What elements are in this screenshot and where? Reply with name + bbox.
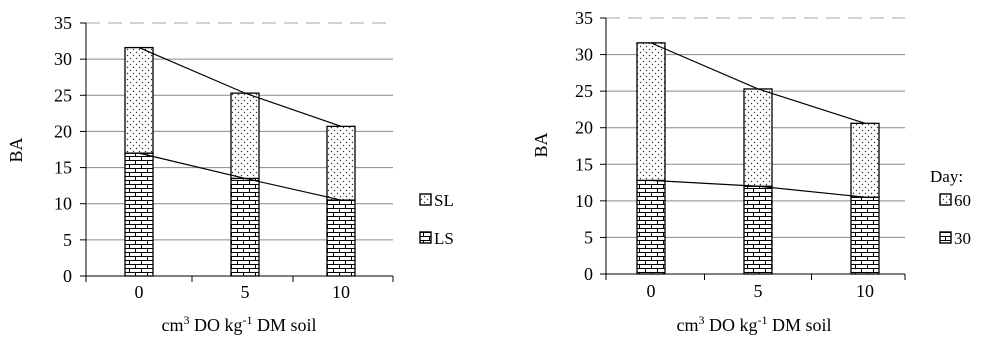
bar-segment-30 (636, 179, 666, 275)
bar-segment-30 (743, 185, 773, 275)
y-tick-label: 35 (54, 13, 72, 33)
bar-segment-30 (850, 196, 880, 275)
y-tick-label: 25 (575, 81, 593, 101)
chart-right: 0 5 10 15 20 25 30 35 0 5 10 BA cm3 DO kg-1 DM soil D… (531, 8, 971, 335)
series-line-lower (138, 152, 342, 201)
bar-segment-sl (326, 125, 356, 201)
legend-swatch-30 (939, 231, 952, 244)
legend-swatch-60 (939, 193, 952, 206)
y-tick-label: 20 (54, 121, 72, 141)
x-tick-label: 5 (754, 281, 763, 301)
legend-label-60: 60 (954, 191, 971, 210)
y-tick-label: 10 (54, 194, 72, 214)
y-tick-label: 35 (575, 8, 593, 28)
legend-swatch-ls (419, 231, 432, 244)
bar-segment-60 (743, 88, 773, 187)
x-tick-label: 0 (135, 282, 144, 302)
x-axis-label: cm3 DO kg-1 DM soil (161, 313, 316, 335)
y-tick-label: 0 (584, 264, 593, 284)
legend-title: Day: (930, 167, 963, 186)
y-tick-label: 5 (584, 227, 593, 247)
bar-segment-sl (230, 92, 260, 180)
x-tick-label: 10 (332, 282, 350, 302)
y-tick-label: 30 (575, 45, 593, 65)
chart-left: 0 5 10 15 20 25 30 35 0 5 10 BA cm3 DO kg-1 DM soil L… (6, 13, 454, 335)
bar-segment-sl (124, 46, 154, 154)
x-tick-label: 5 (241, 282, 250, 302)
y-tick-label: 10 (575, 191, 593, 211)
series-line-lower (650, 179, 866, 198)
legend-label-30: 30 (954, 229, 971, 248)
y-tick-label: 30 (54, 49, 72, 69)
bar-segment-ls (326, 199, 356, 277)
bar-segment-60 (850, 122, 880, 198)
y-tick-label: 20 (575, 118, 593, 138)
x-axis-label: cm3 DO kg-1 DM soil (676, 313, 831, 335)
legend-label-sl: SL (434, 191, 454, 210)
series-line-total (138, 47, 342, 127)
series-line-total (650, 42, 866, 124)
y-axis-label: BA (531, 132, 551, 157)
bar-segment-60 (636, 42, 666, 182)
y-tick-label: 15 (575, 154, 593, 174)
bar-segment-ls (230, 177, 260, 277)
y-tick-label: 0 (63, 266, 72, 286)
x-tick-label: 0 (647, 281, 656, 301)
legend-swatch-sl (419, 193, 432, 206)
bar-segment-ls (124, 152, 154, 277)
y-tick-label: 25 (54, 85, 72, 105)
x-tick-label: 10 (856, 281, 874, 301)
y-tick-label: 15 (54, 158, 72, 178)
y-tick-label: 5 (63, 230, 72, 250)
legend-label-ls: LS (434, 229, 454, 248)
y-axis-label: BA (6, 137, 26, 162)
